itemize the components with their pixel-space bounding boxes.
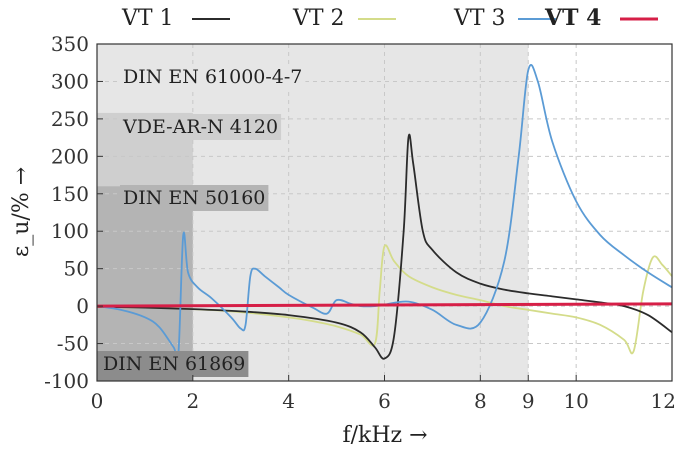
y-tick-label: -50 [57,332,89,356]
region-label: DIN EN 61869 [103,353,245,375]
y-tick-label: 350 [51,32,89,56]
y-tick-label: 0 [76,294,89,318]
series-lines [96,64,673,362]
y-tick-label: 200 [51,144,89,168]
y-tick-label: 250 [51,107,89,131]
y-tick-label: -100 [44,369,89,393]
x-tick-label: 10 [563,389,588,413]
x-tick-label: 9 [522,389,535,413]
legend-label: VT 3 [453,6,506,31]
region-band [97,186,193,381]
x-tick-label: 4 [282,389,295,413]
series-line-vt-1 [96,133,673,360]
x-tick-label: 2 [186,389,199,413]
y-tick-label: 150 [51,182,89,206]
region-label: VDE-AR-N 4120 [122,116,278,138]
legend-label: VT 1 [121,6,174,31]
region-label: DIN EN 50160 [123,187,265,209]
region-label: DIN EN 61000-4-7 [123,66,302,88]
y-tick-label: 50 [64,257,89,281]
region-label-bg [120,64,306,90]
x-tick-label: 12 [651,389,676,413]
x-axis-label: f/kHz → [342,423,427,448]
x-tick-label: 0 [91,389,104,413]
x-tick-label: 8 [474,389,487,413]
x-tick-label: 6 [378,389,391,413]
region-label-bg [100,351,249,377]
y-tick-label: 300 [51,69,89,93]
region-label-bg [119,114,282,140]
grid [97,44,672,381]
series-line-vt-3 [96,64,673,362]
region-label-bg [120,185,269,211]
y-tick-label: 100 [51,219,89,243]
legend: VT 1 VT 2 VT 3 VT 4 [121,5,658,31]
legend-label: VT 2 [292,6,345,31]
series-line-vt-2 [96,244,673,355]
y-axis-label: ε_u/% → [9,167,34,257]
series-line-vt-4 [96,302,673,308]
legend-label: VT 4 [544,5,601,31]
region-labels: DIN EN 61000-4-7 VDE-AR-N 4120 DIN EN 5016… [100,64,306,377]
axis-ticks: -100 -50 0 50 100 150 200 250 300 350 0 2 4 6 8 9 10 12 [44,32,676,413]
